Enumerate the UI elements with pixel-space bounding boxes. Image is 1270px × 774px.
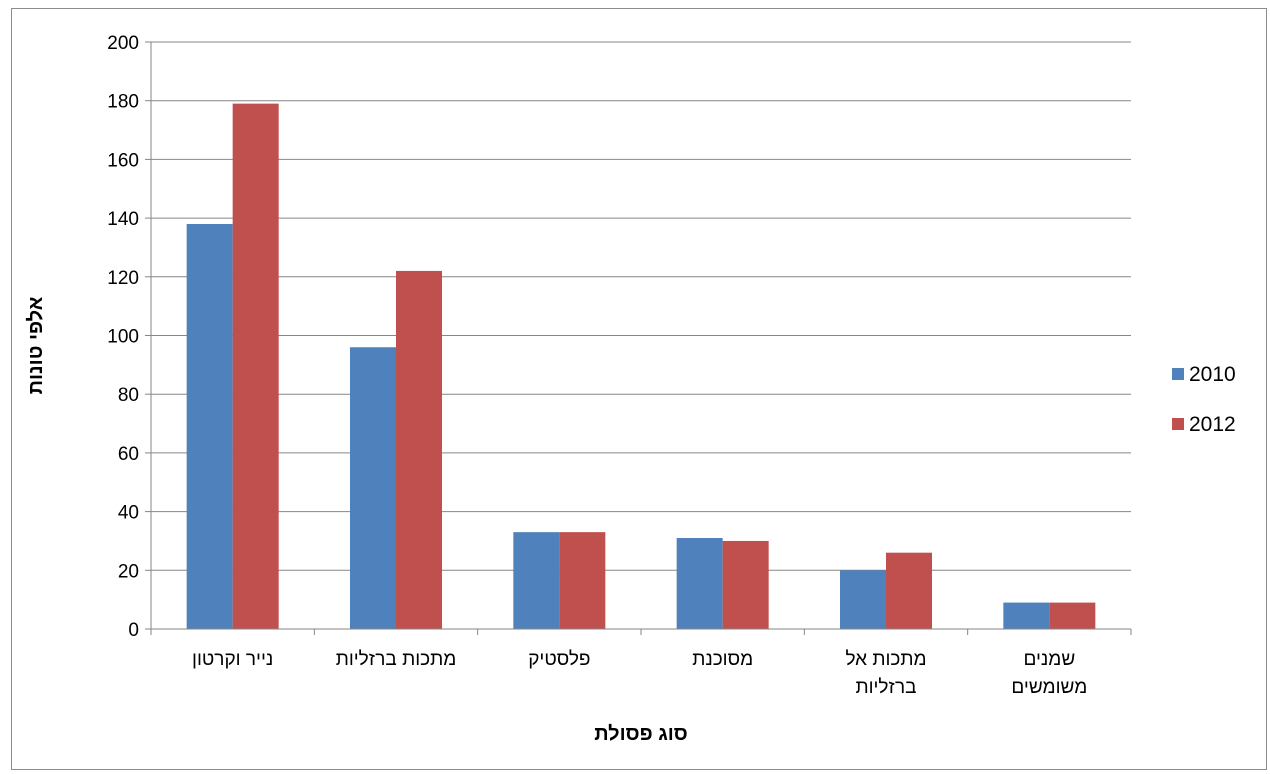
x-category-label: מתכות אל bbox=[845, 649, 926, 670]
bar-2012-0 bbox=[232, 103, 279, 629]
y-tick-label: 120 bbox=[107, 268, 139, 289]
y-tick-label: 160 bbox=[107, 150, 139, 171]
bar-2012-4 bbox=[886, 552, 932, 629]
bar-chart: 0 20 40 60 80 100 120 140 160 180 200 נייר וקרטון מ… bbox=[25, 33, 1236, 745]
y-tick-label: 80 bbox=[118, 385, 139, 406]
bar-2012-5 bbox=[1049, 602, 1096, 629]
bar-2010-3 bbox=[676, 538, 723, 629]
legend-swatch-2012 bbox=[1172, 418, 1184, 430]
bar-2012-1 bbox=[396, 270, 442, 629]
bar-2010-0 bbox=[186, 223, 233, 629]
x-category-label: ברזליות bbox=[855, 677, 916, 698]
x-category-label: שמנים bbox=[1023, 649, 1075, 670]
gridlines bbox=[150, 41, 1131, 630]
bar-2012-3 bbox=[722, 540, 769, 629]
bar-2012-2 bbox=[559, 532, 606, 629]
x-category-label: מסוכנת bbox=[692, 649, 753, 670]
bar-2010-5 bbox=[1003, 602, 1050, 629]
x-category-label: משומשים bbox=[1011, 677, 1087, 698]
y-tick-label: 40 bbox=[118, 503, 139, 524]
x-axis-title: סוג פסולת bbox=[594, 723, 688, 745]
y-tick-label: 60 bbox=[118, 444, 139, 465]
chart-frame: 0 20 40 60 80 100 120 140 160 180 200 נייר וקרטון מ… bbox=[11, 8, 1267, 770]
y-tick-label: 200 bbox=[107, 33, 139, 54]
y-tick-label: 0 bbox=[128, 620, 139, 641]
x-axis-labels: נייר וקרטון מתכות ברזליות פלסטיק מסוכנת מתכו… bbox=[192, 649, 1087, 698]
x-category-label: פלסטיק bbox=[528, 649, 590, 670]
y-tick-label: 180 bbox=[107, 92, 139, 113]
y-axis-title: אלפי טונות bbox=[25, 296, 47, 394]
y-axis-ticks: 0 20 40 60 80 100 120 140 160 180 200 bbox=[107, 33, 151, 641]
y-tick-label: 100 bbox=[107, 327, 139, 348]
legend: 2010 2012 bbox=[1172, 363, 1236, 436]
bar-2010-4 bbox=[840, 570, 886, 629]
legend-swatch-2010 bbox=[1172, 368, 1184, 380]
y-tick-label: 20 bbox=[118, 561, 139, 582]
legend-label: 2012 bbox=[1189, 413, 1236, 436]
x-category-label: נייר וקרטון bbox=[192, 649, 273, 670]
x-category-label: מתכות ברזליות bbox=[336, 649, 457, 670]
bar-2010-2 bbox=[513, 532, 560, 629]
legend-label: 2010 bbox=[1189, 363, 1236, 386]
bars bbox=[145, 103, 1132, 635]
bar-2010-1 bbox=[350, 347, 396, 629]
y-tick-label: 140 bbox=[107, 209, 139, 230]
